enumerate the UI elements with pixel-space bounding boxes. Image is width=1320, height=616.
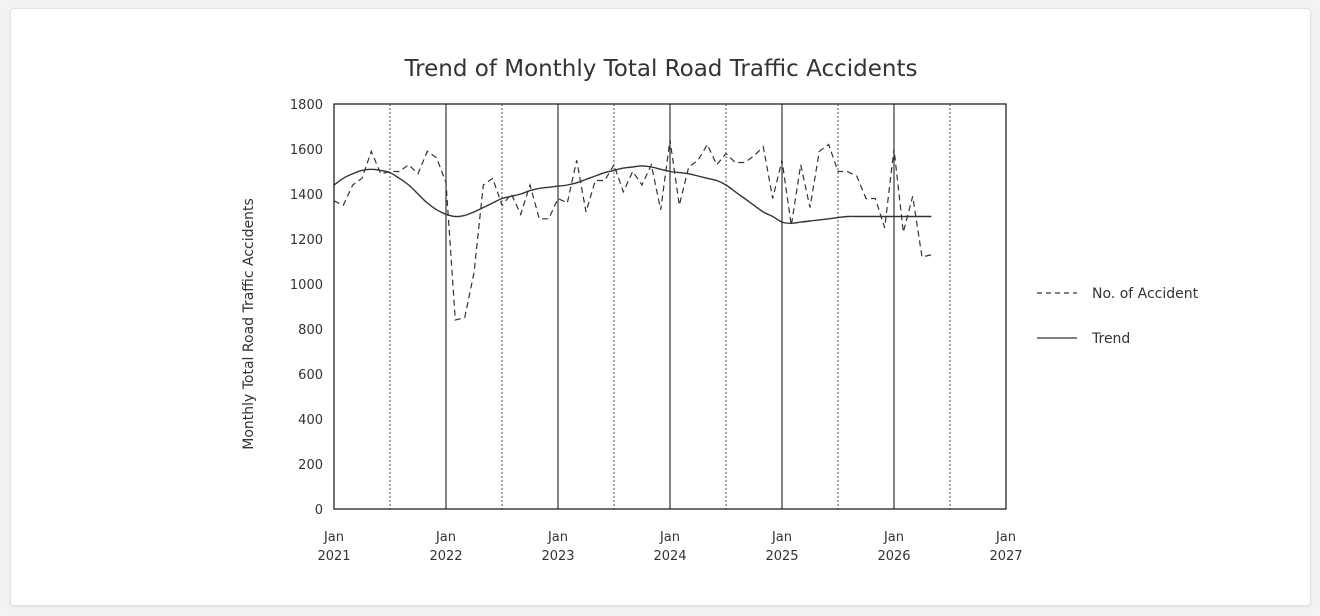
x-axis-ticks: Jan 2021 Jan 2022 Jan 2023 Jan 2024 Jan 2025 Jan 20… [317, 530, 1022, 564]
x-tick-year: 2023 [541, 549, 574, 564]
y-tick-label: 1400 [290, 188, 323, 203]
y-tick-label: 400 [298, 413, 323, 428]
y-tick-label: 800 [298, 323, 323, 338]
y-axis-ticks: 0 200 400 600 800 1000 1200 1400 1600 1800 [290, 98, 323, 518]
grid-lines [389, 104, 951, 509]
y-tick-label: 1800 [290, 98, 323, 113]
series-line-trend [333, 165, 932, 225]
x-tick-month: Jan [323, 530, 344, 545]
x-tick-year: 2024 [653, 549, 686, 564]
series-line-no-of-accident [333, 139, 932, 321]
series-lines [333, 139, 932, 321]
x-tick-year: 2025 [765, 549, 798, 564]
legend: No. of Accident Trend [1037, 286, 1199, 347]
x-tick-month: Jan [547, 530, 568, 545]
y-tick-label: 600 [298, 368, 323, 383]
x-tick-month: Jan [771, 530, 792, 545]
y-tick-label: 1200 [290, 233, 323, 248]
x-tick-month: Jan [659, 530, 680, 545]
legend-label: No. of Accident [1092, 286, 1199, 302]
x-tick-month: Jan [883, 530, 904, 545]
y-tick-label: 1000 [290, 278, 323, 293]
y-axis-label: Monthly Total Road Traffic Accidents [241, 198, 257, 450]
plot-area-frame [333, 103, 1007, 510]
x-tick-year: 2022 [429, 549, 462, 564]
legend-label: Trend [1091, 331, 1130, 347]
y-tick-label: 1600 [290, 143, 323, 158]
line-chart: Trend of Monthly Total Road Traffic Acci… [241, 56, 1199, 564]
chart-title: Trend of Monthly Total Road Traffic Acci… [404, 56, 918, 82]
x-tick-year: 2021 [317, 549, 350, 564]
y-tick-label: 200 [298, 458, 323, 473]
chart-card: Trend of Monthly Total Road Traffic Acci… [10, 8, 1311, 606]
x-tick-month: Jan [435, 530, 456, 545]
y-tick-label: 0 [315, 503, 323, 518]
x-tick-year: 2026 [877, 549, 910, 564]
x-tick-year: 2027 [989, 549, 1022, 564]
x-tick-month: Jan [995, 530, 1016, 545]
